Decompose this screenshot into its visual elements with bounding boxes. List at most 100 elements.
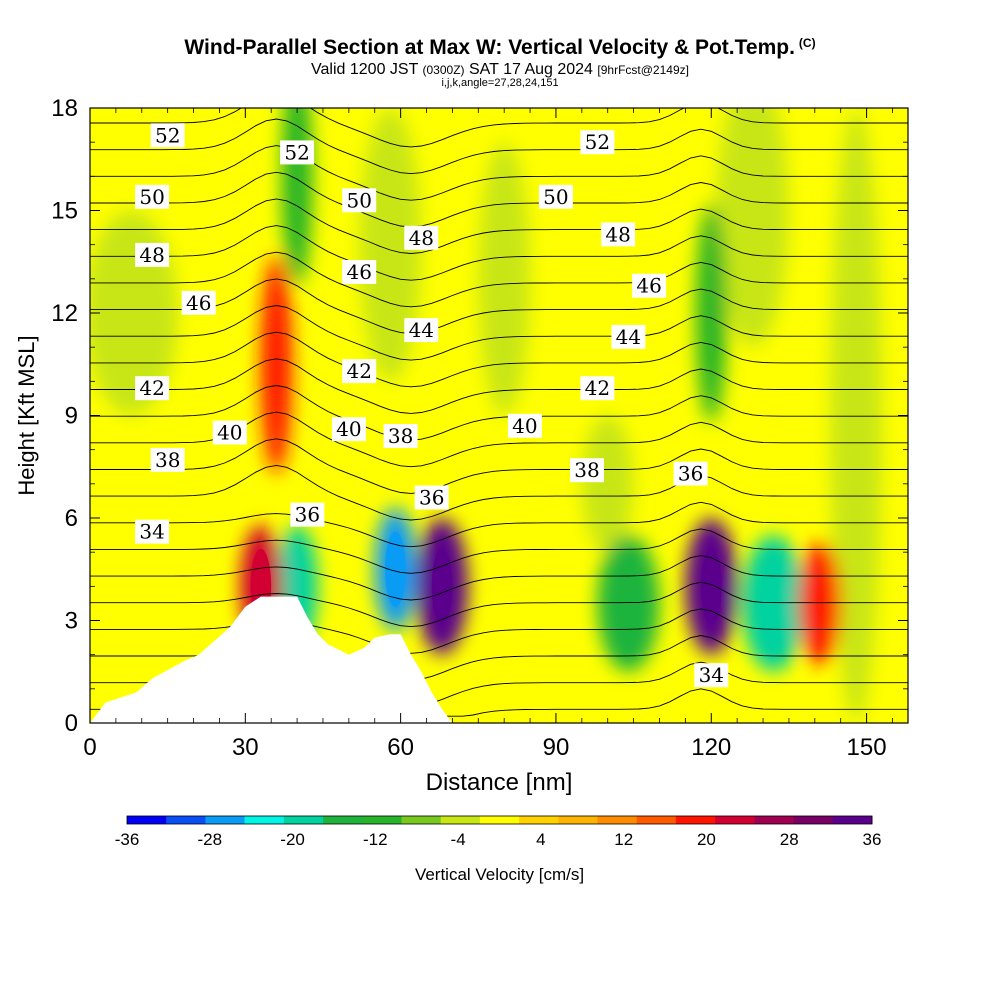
theta-isoline (90, 225, 908, 281)
theta-isoline (90, 438, 908, 494)
theta-label-text: 52 (155, 123, 180, 147)
colorbar-tick-label: 12 (614, 830, 633, 849)
theta-label-box (611, 324, 646, 349)
colorbar-tick-label: 4 (536, 830, 545, 849)
theta-label-text: 46 (346, 260, 371, 284)
theta-label-box (570, 458, 604, 483)
x-tick-label: 150 (847, 734, 887, 761)
y-tick-label: 12 (51, 300, 78, 327)
theta-label-text: 38 (388, 424, 413, 448)
theta-label: 34 (694, 663, 729, 688)
theta-label: 40 (507, 413, 542, 438)
theta-label-box (342, 260, 377, 284)
theta-labels: 52 52 52 50 50 50 48 48 48 46 46 46 44 44 42 42 42 40 40 40… (135, 123, 729, 688)
colorbar-swatch (519, 816, 559, 824)
y-tick-label: 18 (51, 95, 78, 122)
theta-isoline (90, 331, 908, 388)
theta-label: 48 (135, 242, 170, 267)
theta-label-text: 50 (346, 188, 371, 212)
colorbar-swatch (675, 816, 716, 824)
x-axis: 0 30 60 90 120 150 (83, 108, 893, 761)
theta-label: 44 (404, 318, 439, 343)
x-tick-label: 120 (691, 734, 731, 761)
theta-label: 38 (150, 447, 185, 472)
theta-label-box (632, 273, 667, 298)
theta-label-text: 44 (409, 318, 434, 342)
subtitle-forecast: [9hrFcst@2149z] (597, 63, 689, 77)
field-feature (742, 535, 805, 672)
theta-label-box (404, 318, 439, 343)
colorbar-tick-label: 20 (697, 830, 716, 849)
theta-label-box (212, 420, 247, 445)
theta-isoline (90, 358, 908, 414)
theta-label-text: 36 (419, 486, 444, 510)
theta-label-box (150, 447, 185, 472)
theta-label: 40 (331, 417, 366, 442)
colorbar-label: Vertical Velocity [cm/s] (415, 865, 584, 884)
subtitle-valid: Valid 1200 JST (311, 61, 419, 78)
theta-label: 42 (342, 359, 377, 384)
theta-label: 46 (342, 260, 377, 284)
theta-label: 42 (580, 376, 615, 401)
theta-label-box (538, 184, 573, 209)
theta-isoline (90, 385, 908, 441)
theta-isoline (90, 251, 908, 308)
theta-label: 40 (212, 420, 247, 445)
theta-label: 36 (673, 461, 708, 486)
theta-label: 36 (414, 485, 449, 510)
theta-label-text: 42 (585, 376, 610, 400)
theta-isoline (90, 118, 908, 175)
theta-label: 38 (570, 458, 604, 483)
field-core (385, 531, 406, 607)
theta-label-text: 34 (699, 663, 724, 687)
theta-label: 50 (538, 184, 573, 209)
theta-label: 36 (290, 502, 325, 527)
y-tick-label: 3 (65, 608, 78, 635)
subtitle-date: SAT 17 Aug 2024 (469, 61, 593, 78)
theta-label-box (383, 424, 418, 448)
field-band (716, 108, 789, 348)
field-feature (281, 108, 313, 286)
colorbar-swatch (597, 816, 638, 824)
colorbar-swatch (754, 816, 795, 824)
theta-label-text: 48 (409, 226, 434, 250)
colorbar-swatch (715, 816, 755, 824)
theta-isoline (90, 581, 908, 628)
theta-label: 42 (135, 376, 170, 401)
colorbar-swatch (440, 816, 481, 824)
theta-label: 48 (601, 222, 636, 247)
field-feature (695, 203, 727, 423)
colorbar-swatch (323, 816, 363, 824)
field-band (478, 142, 531, 416)
theta-label-box (673, 461, 708, 486)
theta-label-text: 42 (346, 359, 371, 383)
theta-isoline (90, 108, 908, 148)
theta-label: 50 (135, 184, 170, 209)
theta-label-text: 50 (139, 185, 164, 209)
x-tick-label: 30 (232, 734, 259, 761)
theta-label-box (342, 188, 377, 213)
theta-label-box (135, 519, 170, 544)
colorbar-tick-label: -20 (280, 830, 305, 849)
title-suffix: (C) (798, 36, 816, 50)
theta-label-text: 52 (284, 140, 309, 164)
theta-label-box (280, 140, 315, 165)
theta-isoline (90, 528, 908, 574)
field-feature (799, 541, 841, 665)
theta-label: 34 (135, 519, 170, 544)
x-tick-label: 90 (543, 734, 570, 761)
colorbar-tick-label: 36 (863, 830, 882, 849)
theta-label-text: 46 (636, 274, 661, 298)
field-feature (597, 535, 660, 672)
colorbar-tick-label: -12 (363, 830, 388, 849)
theta-label: 52 (580, 130, 615, 155)
theta-isoline (90, 501, 908, 548)
colorbar-swatch (127, 816, 167, 824)
y-tick-label: 6 (65, 505, 78, 532)
theta-label-box (601, 222, 636, 247)
colorbar-swatch (205, 816, 246, 824)
y-tick-label: 9 (65, 403, 78, 430)
colorbar-swatch (479, 816, 520, 824)
